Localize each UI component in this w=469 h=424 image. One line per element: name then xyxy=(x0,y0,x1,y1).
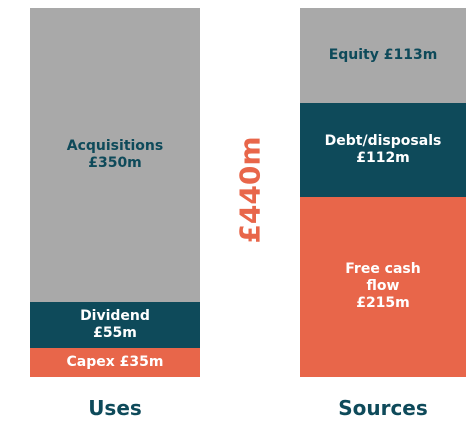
bar-segment: Capex £35m xyxy=(30,347,200,377)
value-label: Capex £35m xyxy=(66,353,164,370)
bar-segment: Free cash flow £215m xyxy=(300,196,466,377)
category-label: Sources xyxy=(338,396,428,420)
value-label: Dividend £55m xyxy=(80,307,150,341)
value-label: Acquisitions £350m xyxy=(66,137,164,171)
bar-segment: Equity £113m xyxy=(300,8,466,103)
value-label: Equity £113m xyxy=(328,46,438,63)
category-label: Uses xyxy=(88,396,142,420)
bar-segment: Dividend £55m xyxy=(30,301,200,348)
bar-segment: Acquisitions £350m xyxy=(30,8,200,302)
total-annotation: £440m xyxy=(233,136,267,244)
value-label: Free cash flow £215m xyxy=(345,261,421,312)
bar-segment: Debt/disposals £112m xyxy=(300,102,466,197)
value-label: Debt/disposals £112m xyxy=(324,132,442,166)
